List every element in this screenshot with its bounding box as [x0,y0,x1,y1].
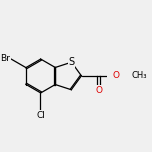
Text: O: O [95,86,102,95]
Text: O: O [112,71,119,81]
Text: Cl: Cl [36,111,45,120]
Text: CH₃: CH₃ [132,71,147,81]
Text: Br: Br [0,54,10,63]
Text: S: S [68,57,74,67]
